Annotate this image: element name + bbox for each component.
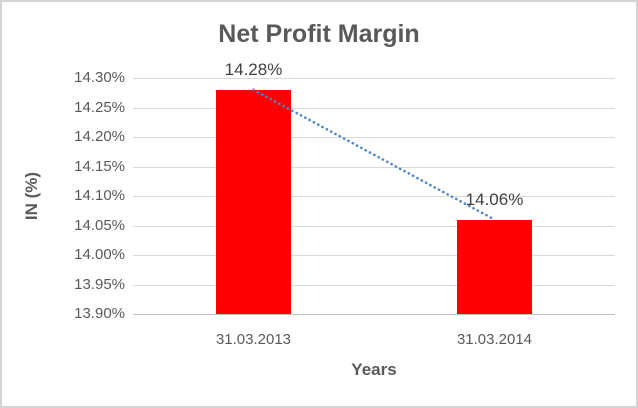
bar-data-label: 14.28% <box>224 59 283 79</box>
gridline <box>133 108 615 109</box>
bar <box>216 90 291 314</box>
y-tick-label: 14.00% <box>74 246 125 263</box>
gridline <box>133 285 615 286</box>
y-tick-label: 13.95% <box>74 276 125 293</box>
x-tick-label: 31.03.2013 <box>215 331 292 348</box>
chart-title: Net Profit Margin <box>218 20 420 48</box>
gridline <box>133 196 615 197</box>
gridline <box>133 255 615 256</box>
y-tick-label: 14.05% <box>74 217 125 234</box>
gridline <box>133 314 615 315</box>
x-axis-title: Years <box>351 360 397 379</box>
y-tick-label: 14.15% <box>74 158 125 175</box>
gridline <box>133 137 615 138</box>
y-tick-label: 13.90% <box>74 305 125 322</box>
y-tick-label: 14.20% <box>74 128 125 145</box>
y-axis-title: IN (%) <box>22 171 41 221</box>
y-tick-label: 14.30% <box>74 69 125 86</box>
bar <box>457 220 532 314</box>
y-tick-label: 14.25% <box>74 99 125 116</box>
gridline <box>133 167 615 168</box>
gridline <box>133 78 615 79</box>
gridline <box>133 226 615 227</box>
plot-area <box>133 78 615 315</box>
trendline <box>252 88 496 221</box>
bar-data-label: 14.06% <box>465 189 524 209</box>
y-tick-label: 14.10% <box>74 187 125 204</box>
x-tick-label: 31.03.2014 <box>456 331 533 348</box>
